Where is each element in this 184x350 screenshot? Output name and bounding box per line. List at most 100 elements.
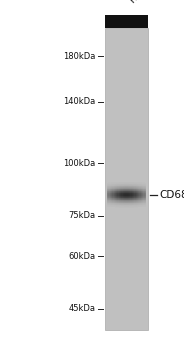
- Bar: [120, 183, 121, 184]
- Bar: [127, 206, 128, 207]
- Bar: [110, 195, 111, 196]
- Bar: [115, 195, 116, 196]
- Bar: [141, 188, 142, 189]
- Bar: [121, 207, 123, 208]
- Bar: [142, 200, 143, 201]
- Bar: [127, 187, 128, 188]
- Bar: [130, 193, 132, 194]
- Bar: [120, 200, 121, 201]
- Bar: [145, 185, 146, 186]
- Bar: [117, 194, 119, 195]
- Bar: [112, 197, 114, 198]
- Bar: [124, 196, 125, 197]
- Bar: [133, 184, 134, 185]
- Bar: [115, 184, 116, 185]
- Bar: [115, 185, 116, 186]
- Bar: [138, 207, 139, 208]
- Bar: [127, 188, 128, 189]
- Bar: [115, 186, 116, 187]
- Bar: [116, 182, 117, 183]
- Bar: [141, 203, 142, 204]
- Bar: [124, 203, 125, 204]
- Bar: [128, 202, 129, 203]
- Bar: [110, 187, 111, 188]
- Bar: [114, 185, 115, 186]
- Bar: [137, 207, 138, 208]
- Bar: [129, 194, 130, 195]
- Bar: [145, 198, 146, 199]
- Bar: [110, 197, 111, 198]
- Bar: [127, 207, 128, 208]
- Bar: [121, 189, 123, 190]
- Bar: [136, 182, 137, 183]
- Bar: [111, 192, 112, 193]
- Bar: [114, 183, 115, 184]
- Bar: [123, 192, 124, 193]
- Bar: [136, 186, 137, 187]
- Bar: [120, 204, 121, 205]
- Bar: [123, 206, 124, 207]
- Bar: [120, 199, 121, 200]
- Bar: [107, 184, 108, 185]
- Bar: [137, 190, 138, 191]
- Bar: [145, 197, 146, 198]
- Bar: [117, 203, 119, 204]
- Bar: [134, 206, 136, 207]
- Bar: [108, 185, 110, 186]
- Bar: [129, 183, 130, 184]
- Bar: [111, 201, 112, 202]
- Bar: [134, 182, 136, 183]
- Bar: [128, 206, 129, 207]
- Bar: [107, 187, 108, 188]
- Bar: [134, 204, 136, 205]
- Bar: [116, 206, 117, 207]
- Bar: [124, 184, 125, 185]
- Bar: [133, 204, 134, 205]
- Bar: [108, 186, 110, 187]
- Bar: [133, 191, 134, 192]
- Bar: [123, 201, 124, 202]
- Bar: [114, 187, 115, 188]
- Bar: [134, 187, 136, 188]
- Bar: [116, 184, 117, 185]
- Bar: [136, 197, 137, 198]
- Bar: [137, 187, 138, 188]
- Bar: [112, 194, 114, 195]
- Bar: [127, 185, 128, 186]
- Bar: [143, 190, 145, 191]
- Bar: [123, 182, 124, 183]
- Bar: [134, 185, 136, 186]
- Bar: [116, 190, 117, 191]
- Bar: [108, 199, 110, 200]
- Bar: [115, 191, 116, 192]
- Bar: [112, 192, 114, 193]
- Bar: [116, 198, 117, 199]
- Bar: [138, 187, 139, 188]
- Bar: [143, 201, 145, 202]
- Bar: [129, 202, 130, 203]
- Bar: [139, 206, 141, 207]
- Bar: [130, 185, 132, 186]
- Bar: [121, 195, 123, 196]
- Bar: [141, 205, 142, 206]
- Bar: [142, 205, 143, 206]
- Bar: [112, 200, 114, 201]
- Bar: [139, 204, 141, 205]
- Bar: [128, 182, 129, 183]
- Bar: [120, 194, 121, 195]
- Bar: [114, 184, 115, 185]
- Bar: [141, 202, 142, 203]
- Bar: [141, 189, 142, 190]
- Bar: [138, 205, 139, 206]
- Bar: [117, 206, 119, 207]
- Bar: [108, 191, 110, 192]
- Bar: [121, 203, 123, 204]
- Text: 100kDa: 100kDa: [63, 159, 96, 168]
- Bar: [124, 205, 125, 206]
- Bar: [139, 201, 141, 202]
- Bar: [114, 204, 115, 205]
- Bar: [108, 183, 110, 184]
- Bar: [141, 190, 142, 191]
- Bar: [125, 198, 127, 199]
- Bar: [107, 197, 108, 198]
